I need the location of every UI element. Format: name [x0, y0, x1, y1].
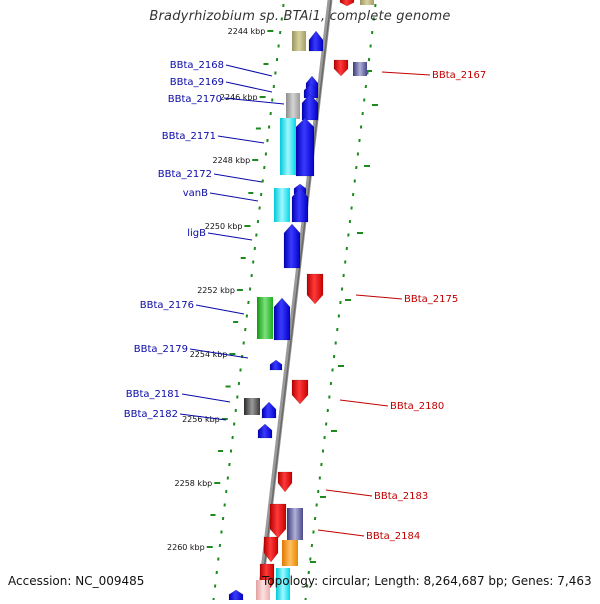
forward-gene-arrow: [309, 31, 323, 51]
forward-gene-label: ligB: [187, 228, 206, 239]
genome-summary-text: Topology: circular; Length: 8,264,687 bp…: [262, 574, 592, 588]
leader-line: [356, 295, 402, 299]
category-bar: [292, 31, 306, 51]
leader-line: [208, 233, 252, 240]
forward-gene-label: BBta_2181: [126, 389, 180, 400]
ruler-tick-label: 2258 kbp: [175, 479, 213, 488]
accession-text: Accession: NC_009485: [8, 574, 144, 588]
forward-gene-arrow: [229, 590, 243, 600]
forward-gene-label: BBta_2169: [170, 77, 224, 88]
reverse-gene-arrow: [340, 0, 354, 6]
leader-line: [226, 65, 272, 76]
category-bar: [286, 93, 300, 119]
forward-gene-arrow: [262, 402, 276, 418]
category-bar: [244, 398, 260, 415]
leader-line: [218, 136, 264, 143]
forward-gene-label: BBta_2170: [168, 94, 222, 105]
ruler-tick-label: 2254 kbp: [190, 350, 228, 359]
reverse-gene-arrow: [292, 380, 308, 404]
forward-gene-arrow: [296, 118, 314, 176]
forward-gene-label: BBta_2171: [162, 131, 216, 142]
feature-layer: [229, 0, 374, 600]
reverse-gene-label: BBta_2167: [432, 70, 486, 81]
reverse-gene-arrow: [270, 504, 286, 538]
leader-line: [182, 394, 230, 402]
leader-line: [318, 530, 364, 536]
reverse-gene-label: BBta_2175: [404, 294, 458, 305]
category-bar: [353, 62, 367, 76]
ruler-tick-label: 2250 kbp: [205, 222, 243, 231]
forward-gene-arrow: [270, 360, 282, 370]
ruler-tick-label: 2252 kbp: [197, 286, 235, 295]
category-bar: [360, 0, 374, 5]
leader-line: [382, 72, 430, 75]
forward-gene-label: BBta_2182: [124, 409, 178, 420]
leader-line: [340, 400, 388, 406]
ruler-tick-label: 2260 kbp: [167, 543, 205, 552]
forward-gene-arrow: [274, 298, 290, 340]
ruler-tick-label: 2244 kbp: [228, 27, 266, 36]
reverse-gene-label: BBta_2180: [390, 401, 444, 412]
forward-gene-label: BBta_2172: [158, 169, 212, 180]
leader-line: [210, 193, 258, 201]
leader-line: [226, 82, 272, 92]
forward-gene-arrow: [284, 224, 300, 268]
category-bar: [280, 118, 296, 175]
leader-line: [326, 490, 372, 496]
forward-gene-label: vanB: [183, 188, 208, 199]
genome-title: Bradyrhizobium sp. BTAi1, complete genom…: [0, 9, 600, 24]
reverse-gene-arrow: [307, 274, 323, 304]
reverse-gene-label: BBta_2184: [366, 531, 420, 542]
reverse-gene-label: BBta_2183: [374, 491, 428, 502]
category-bar: [274, 188, 290, 222]
forward-gene-arrow: [258, 424, 272, 438]
ruler-tick-label: 2248 kbp: [212, 156, 250, 165]
leader-line: [214, 174, 262, 182]
reverse-gene-arrow: [278, 472, 292, 492]
category-bar: [282, 540, 298, 566]
leader-line: [196, 305, 244, 314]
category-bar: [257, 297, 273, 339]
forward-gene-label: BBta_2179: [134, 344, 188, 355]
forward-gene-label: BBta_2168: [170, 60, 224, 71]
category-bar: [287, 508, 303, 540]
forward-gene-label: BBta_2176: [140, 300, 194, 311]
reverse-gene-arrow: [334, 60, 348, 76]
